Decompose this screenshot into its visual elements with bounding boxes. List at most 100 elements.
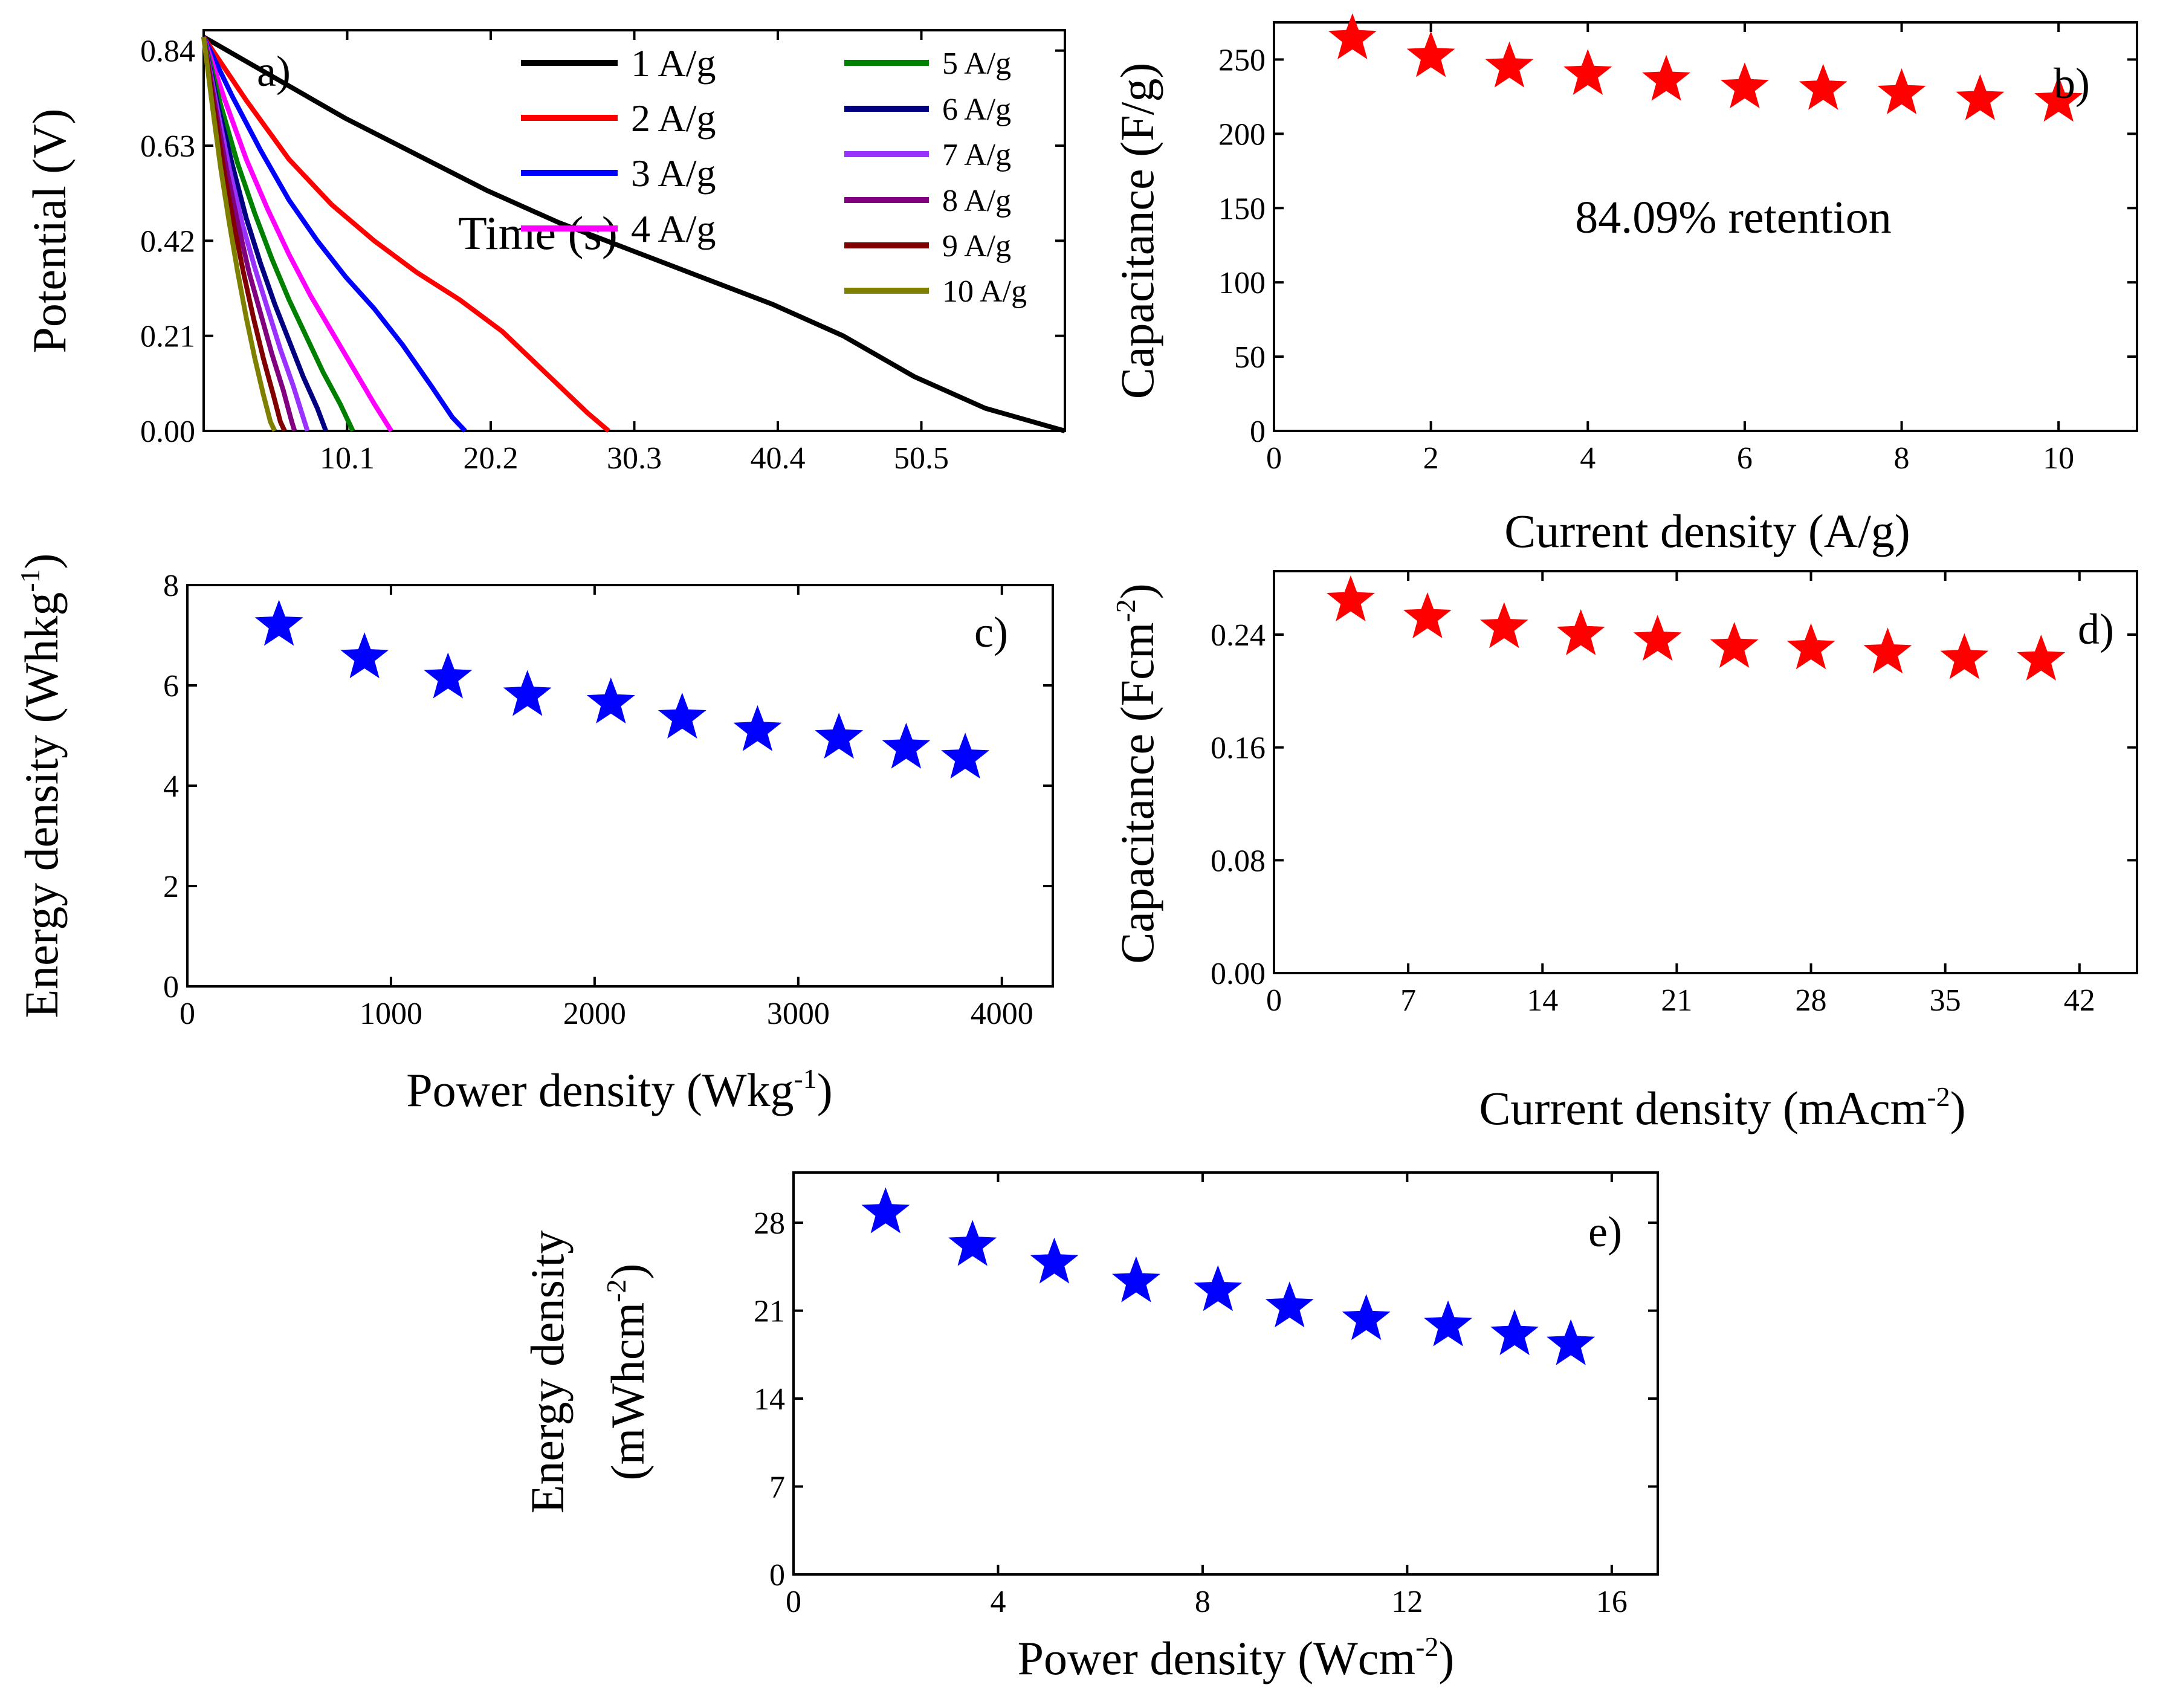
annotation-retention: 84.09% retention	[1575, 192, 1891, 243]
x-tick-label: 2	[1423, 441, 1439, 476]
y-tick-label: 0.00	[140, 415, 195, 449]
x-tick-label: 0	[786, 1585, 801, 1619]
y-tick-label: 7	[769, 1470, 785, 1505]
x-tick-label: 4	[990, 1585, 1006, 1619]
series-line-6	[201, 36, 328, 432]
x-tick-label: 0	[179, 997, 195, 1031]
panel-label: c)	[974, 608, 1008, 656]
data-point-star	[882, 722, 931, 769]
x-tick-label: 40.4	[751, 441, 806, 476]
x-tick-label: 3000	[767, 997, 830, 1031]
legend-label-10: 10 A/g	[942, 274, 1027, 309]
y-tick-label: 0	[769, 1558, 785, 1593]
data-point-star	[1112, 1256, 1160, 1302]
x-tick-label: 1000	[360, 997, 422, 1031]
data-point-star	[2034, 76, 2083, 122]
x-tick-label: 16	[1596, 1585, 1628, 1619]
data-point-star	[1786, 623, 1835, 670]
data-point-star	[1327, 575, 1375, 621]
legend-label-9: 9 A/g	[942, 229, 1011, 264]
x-tick-label: 35	[1930, 983, 1961, 1018]
y-tick-label: 6	[163, 669, 179, 704]
x-tick-label: 28	[1796, 983, 1827, 1018]
data-point-star	[503, 670, 552, 716]
legend-label-1: 1 A/g	[631, 42, 716, 85]
data-point-star	[254, 600, 303, 646]
data-point-star	[1406, 31, 1455, 77]
data-point-star	[340, 632, 389, 679]
data-point-star	[1194, 1265, 1243, 1312]
data-point-star	[1563, 49, 1612, 95]
data-point-star	[1490, 1309, 1539, 1356]
y-tick-label: 0.21	[140, 320, 195, 354]
y-axis-title: Capacitance (F/g)	[1111, 63, 1163, 400]
y-tick-label: 0.16	[1211, 731, 1266, 766]
y-tick-label: 0.42	[140, 224, 195, 259]
legend-label-5: 5 A/g	[942, 47, 1011, 81]
data-point-star	[586, 678, 635, 723]
x-tick-label: 8	[1894, 441, 1910, 476]
x-tick-label: 21	[1661, 983, 1692, 1018]
y-tick-label: 0.84	[140, 34, 195, 69]
x-tick-label: 8	[1195, 1585, 1211, 1619]
y-tick-label: 100	[1218, 266, 1266, 300]
x-tick-label: 20.2	[464, 441, 519, 476]
data-point-star	[1877, 68, 1926, 114]
x-tick-label: 10.1	[320, 441, 375, 476]
x-axis-title: Current density (A/g)	[1504, 505, 1910, 557]
panel-label: b)	[2054, 59, 2090, 108]
series-line-4	[201, 36, 393, 433]
y-tick-label: 0.00	[1211, 957, 1266, 991]
plot-frame	[186, 584, 1054, 988]
data-point-star	[1863, 627, 1912, 674]
legend-label-7: 7 A/g	[942, 138, 1011, 172]
x-axis-title: Time (s)	[458, 207, 618, 259]
data-point-star	[733, 705, 782, 751]
x-tick-label: 12	[1391, 1585, 1423, 1619]
x-tick-label: 6	[1737, 441, 1753, 476]
data-point-star	[1956, 74, 2005, 120]
data-point-star	[1403, 592, 1452, 638]
y-axis-title: Energy density	[521, 1231, 574, 1514]
data-point-star	[1265, 1281, 1314, 1328]
panel-c-energy-vs-power: 0 1000 2000 3000 4000 0 2 4 6 8 c) Power density (W…	[15, 553, 1054, 1116]
series-line-10	[201, 36, 277, 432]
x-tick-label: 4	[1580, 441, 1596, 476]
panel-label: d)	[2078, 605, 2114, 653]
panel-d-areal-capacitance: 0 7 14 21 28 35 42 0.00 0.08 0.16 0.24 d) Current de…	[1110, 570, 2138, 1134]
data-point-star	[2017, 635, 2066, 681]
y-axis-title: Energy density (Whkg-1)	[15, 553, 68, 1018]
x-tick-label: 4000	[971, 997, 1033, 1031]
panel-a-potential-vs-time: 10.1 20.2 30.3 40.4 50.5 0.00 0.21 0.42 0.63 0.84…	[23, 29, 1066, 476]
panel-label-a: a)	[257, 47, 291, 95]
data-point-star	[1721, 62, 1769, 109]
data-point-star	[1485, 41, 1534, 88]
y-tick-label: 0.24	[1211, 618, 1266, 653]
data-point-star	[658, 693, 706, 739]
data-point-star	[1342, 1294, 1391, 1341]
x-tick-label: 14	[1527, 983, 1558, 1018]
legend-label-3: 3 A/g	[631, 152, 716, 195]
panel-label: e)	[1588, 1208, 1622, 1256]
legend-label-4: 4 A/g	[631, 207, 716, 250]
y-tick-label: 200	[1218, 117, 1266, 152]
x-tick-label: 10	[2043, 441, 2074, 476]
plot-frame	[792, 1171, 1659, 1576]
x-tick-label: 30.3	[607, 441, 662, 476]
data-point-star	[1799, 63, 1848, 110]
panel-e-areal-energy-vs-power: 0 4 8 12 16 0 7 14 21 28 e) Power density (Wcm-2) En…	[521, 1171, 1659, 1684]
y-tick-label: 8	[163, 569, 179, 603]
y-tick-label: 250	[1218, 43, 1266, 77]
x-axis-title: Power density (Wcm-2)	[1018, 1631, 1455, 1684]
x-tick-label: 2000	[563, 997, 626, 1031]
data-point-star	[1328, 13, 1377, 59]
legend-label-6: 6 A/g	[942, 92, 1011, 127]
x-tick-label: 42	[2064, 983, 2095, 1018]
plot-frame	[1273, 570, 2138, 974]
data-point-star	[1479, 602, 1528, 649]
series-line-2	[201, 35, 610, 433]
legend-label-8: 8 A/g	[942, 184, 1011, 218]
x-tick-label: 0	[1266, 983, 1282, 1018]
